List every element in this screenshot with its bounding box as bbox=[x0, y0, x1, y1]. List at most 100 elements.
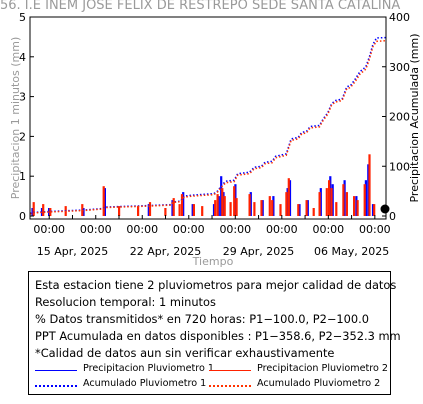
x-time-label-1: 00:00 bbox=[80, 223, 112, 236]
bar-series-2-43 bbox=[368, 154, 371, 216]
x-axis-label: Tiempo bbox=[192, 255, 234, 268]
bar-series-2-16 bbox=[216, 194, 219, 216]
plot-frame bbox=[29, 16, 387, 220]
bar-series-2-17 bbox=[221, 188, 224, 216]
x-time-label-0: 00:00 bbox=[33, 223, 65, 236]
bar-series-1-12 bbox=[222, 192, 225, 216]
y-right-tick-label-2: 200 bbox=[389, 111, 410, 124]
bar-series-1-3 bbox=[82, 208, 85, 216]
bar-series-1-28 bbox=[371, 204, 375, 216]
bar-series-2-20 bbox=[233, 186, 236, 216]
bar-series-2-35 bbox=[328, 180, 331, 216]
legend-swatch-a1 bbox=[35, 385, 77, 387]
bar-series-2-40 bbox=[353, 196, 356, 216]
x-time-label-6: 00:00 bbox=[312, 223, 344, 236]
x-time-label-5: 00:00 bbox=[266, 223, 298, 236]
bar-series-2-12 bbox=[180, 194, 184, 216]
bar-series-1-18 bbox=[288, 180, 292, 216]
current-value-marker bbox=[380, 204, 390, 214]
bar-series-1-19 bbox=[298, 204, 301, 216]
bar-series-2-24 bbox=[260, 200, 263, 216]
y-axis-label-left: Precipitacion 1 minutos (mm) bbox=[9, 37, 22, 199]
bar-series-1-1 bbox=[40, 208, 44, 216]
bar-series-2-0 bbox=[32, 202, 35, 216]
bar-series-1-9 bbox=[212, 204, 216, 216]
bar-series-2-29 bbox=[287, 178, 290, 216]
bar-series-2-10 bbox=[172, 198, 175, 216]
bar-series-1-10 bbox=[217, 196, 220, 216]
x-date-label-2: 29 Apr, 2025 bbox=[223, 245, 295, 258]
bar-series-1-25 bbox=[355, 196, 358, 216]
bar-series-1-26 bbox=[364, 180, 367, 216]
accum-line-series-3 bbox=[29, 36, 387, 215]
legend-label-p1: Precipitacion Pluviometro 1 bbox=[83, 363, 215, 374]
legend-swatch-a2 bbox=[209, 385, 251, 387]
legend-label-a1: Acumulado Pluviometro 1 bbox=[83, 378, 207, 389]
bar-series-2-30 bbox=[297, 204, 300, 216]
bar-series-1-17 bbox=[286, 188, 289, 216]
bar-series-2-41 bbox=[356, 200, 359, 216]
bar-series-1-6 bbox=[171, 200, 174, 216]
bar-series-1-21 bbox=[319, 188, 322, 216]
info-line-resolution: Resolucion temporal: 1 minutos bbox=[35, 295, 216, 309]
bar-series-1-8 bbox=[191, 204, 194, 216]
bar-series-2-19 bbox=[229, 202, 232, 216]
x-time-label-3: 00:00 bbox=[173, 223, 205, 236]
bar-series-2-23 bbox=[253, 202, 256, 216]
bar-series-2-31 bbox=[305, 200, 308, 216]
bar-series-2-21 bbox=[235, 198, 238, 216]
bar-series-2-42 bbox=[363, 184, 366, 216]
bar-series-2-8 bbox=[148, 202, 152, 216]
bar-series-2-14 bbox=[201, 206, 204, 216]
bar-series-1-14 bbox=[249, 192, 252, 216]
accum-line-series-4 bbox=[29, 39, 387, 215]
bar-series-2-37 bbox=[335, 202, 338, 216]
legend-label-p2: Precipitacion Pluviometro 2 bbox=[257, 363, 389, 374]
info-box: Esta estacion tiene 2 pluviometros para … bbox=[28, 271, 401, 395]
bar-series-1-16 bbox=[272, 196, 275, 216]
bar-series-2-2 bbox=[49, 208, 52, 216]
bar-series-2-25 bbox=[268, 196, 271, 216]
bar-series-2-44 bbox=[373, 204, 376, 216]
bar-series-2-18 bbox=[223, 196, 226, 216]
bar-series-2-9 bbox=[164, 208, 167, 216]
y-left-tick-label-3: 3 bbox=[19, 91, 26, 104]
bar-series-1-23 bbox=[331, 184, 334, 216]
info-line-accumulated: PPT Acumulada en datos disponibles : P1−… bbox=[35, 329, 401, 343]
bar-series-2-1 bbox=[42, 204, 45, 216]
info-line-stations: Esta estacion tiene 2 pluviometros para … bbox=[35, 278, 397, 292]
bar-series-2-11 bbox=[178, 204, 181, 216]
bar-series-2-33 bbox=[318, 192, 321, 216]
bar-series-1-5 bbox=[147, 204, 150, 216]
bar-series-2-27 bbox=[279, 204, 282, 216]
y-left-tick-label-0: 0 bbox=[19, 210, 26, 223]
y-right-tick-label-0: 0 bbox=[389, 210, 396, 223]
legend-swatch-p2 bbox=[209, 370, 251, 371]
x-date-label-3: 06 May, 2025 bbox=[314, 245, 389, 258]
y-right-tick-label-4: 400 bbox=[389, 11, 410, 24]
info-line-transmitted: % Datos transmitidos* en 720 horas: P1−1… bbox=[35, 312, 370, 326]
bar-series-1-15 bbox=[261, 200, 264, 216]
bar-series-1-0 bbox=[31, 208, 34, 216]
bar-series-1-22 bbox=[329, 176, 332, 216]
bar-series-2-39 bbox=[345, 192, 348, 216]
x-time-label-4: 00:00 bbox=[219, 223, 251, 236]
bar-series-1-13 bbox=[234, 184, 237, 216]
bar-series-2-26 bbox=[271, 200, 274, 216]
bar-series-2-32 bbox=[312, 208, 315, 216]
bar-series-2-6 bbox=[118, 206, 121, 216]
bar-series-2-28 bbox=[285, 192, 288, 216]
y-left-tick-label-2: 2 bbox=[19, 130, 26, 143]
y-left-tick-label-4: 4 bbox=[19, 51, 26, 64]
bar-series-1-7 bbox=[182, 192, 185, 216]
bar-series-2-15 bbox=[214, 200, 217, 216]
bar-series-1-27 bbox=[367, 164, 370, 216]
x-date-label-1: 22 Apr, 2025 bbox=[130, 245, 202, 258]
bar-series-2-36 bbox=[330, 188, 333, 216]
legend-swatch-p1 bbox=[35, 370, 77, 371]
y-right-tick-label-1: 100 bbox=[389, 160, 410, 173]
bar-series-2-34 bbox=[325, 188, 328, 216]
y-axis-label-right: Precipitacion Acumulada (mm) bbox=[408, 33, 421, 202]
bar-series-2-13 bbox=[192, 204, 195, 216]
x-time-label-7: 00:00 bbox=[359, 223, 391, 236]
